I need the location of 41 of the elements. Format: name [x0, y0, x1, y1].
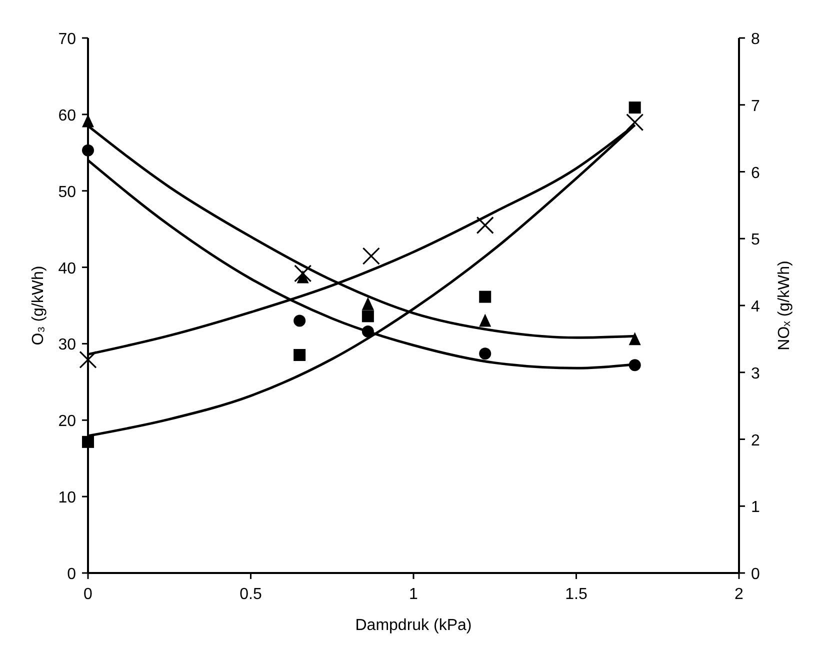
y2-tick-label: 3 [751, 365, 760, 382]
point [479, 348, 492, 360]
point [82, 436, 94, 448]
point [79, 350, 97, 368]
point [479, 314, 492, 327]
y-tick-label: 30 [58, 336, 76, 354]
point [362, 296, 374, 310]
x-tick-label: 0.5 [240, 586, 262, 603]
point [82, 144, 94, 156]
point [476, 216, 494, 234]
y-tick-label: 20 [58, 413, 76, 430]
x-tick-label: 0 [84, 586, 93, 603]
point [628, 102, 641, 114]
y2-axis-title: NOₓ (g/kWh) [776, 260, 793, 350]
x-tick-label: 1.5 [565, 586, 588, 603]
x-tick-label: 1 [409, 586, 418, 603]
y2-tick-label: 0 [751, 566, 760, 583]
y2-tick-label: 4 [751, 298, 760, 316]
point [628, 332, 641, 346]
point [294, 264, 312, 282]
point [294, 314, 306, 327]
y2-tick-label: 5 [751, 232, 760, 249]
y-tick-label: 50 [58, 184, 76, 201]
y2-tick-label: 8 [751, 31, 760, 48]
y-tick-label: 60 [58, 107, 76, 124]
y2-tick-label: 2 [751, 432, 760, 450]
y-tick-label: 70 [58, 31, 76, 48]
point [362, 310, 374, 322]
y2-tick-label: 6 [751, 164, 760, 182]
y-tick-label: 10 [58, 490, 76, 507]
point [626, 113, 644, 132]
point [362, 247, 380, 265]
point [294, 348, 306, 361]
y-tick-label: 40 [58, 260, 76, 278]
point [479, 290, 492, 303]
y2-tick-label: 7 [751, 98, 760, 115]
x-axis-title: Dampdruk (kPa) [355, 617, 472, 634]
x-tick-label: 2 [734, 586, 744, 603]
y2-tick-label: 1 [751, 499, 760, 516]
y-tick-label: 0 [67, 566, 76, 583]
y-axis-title: O₃ (g/kWh) [30, 266, 47, 346]
